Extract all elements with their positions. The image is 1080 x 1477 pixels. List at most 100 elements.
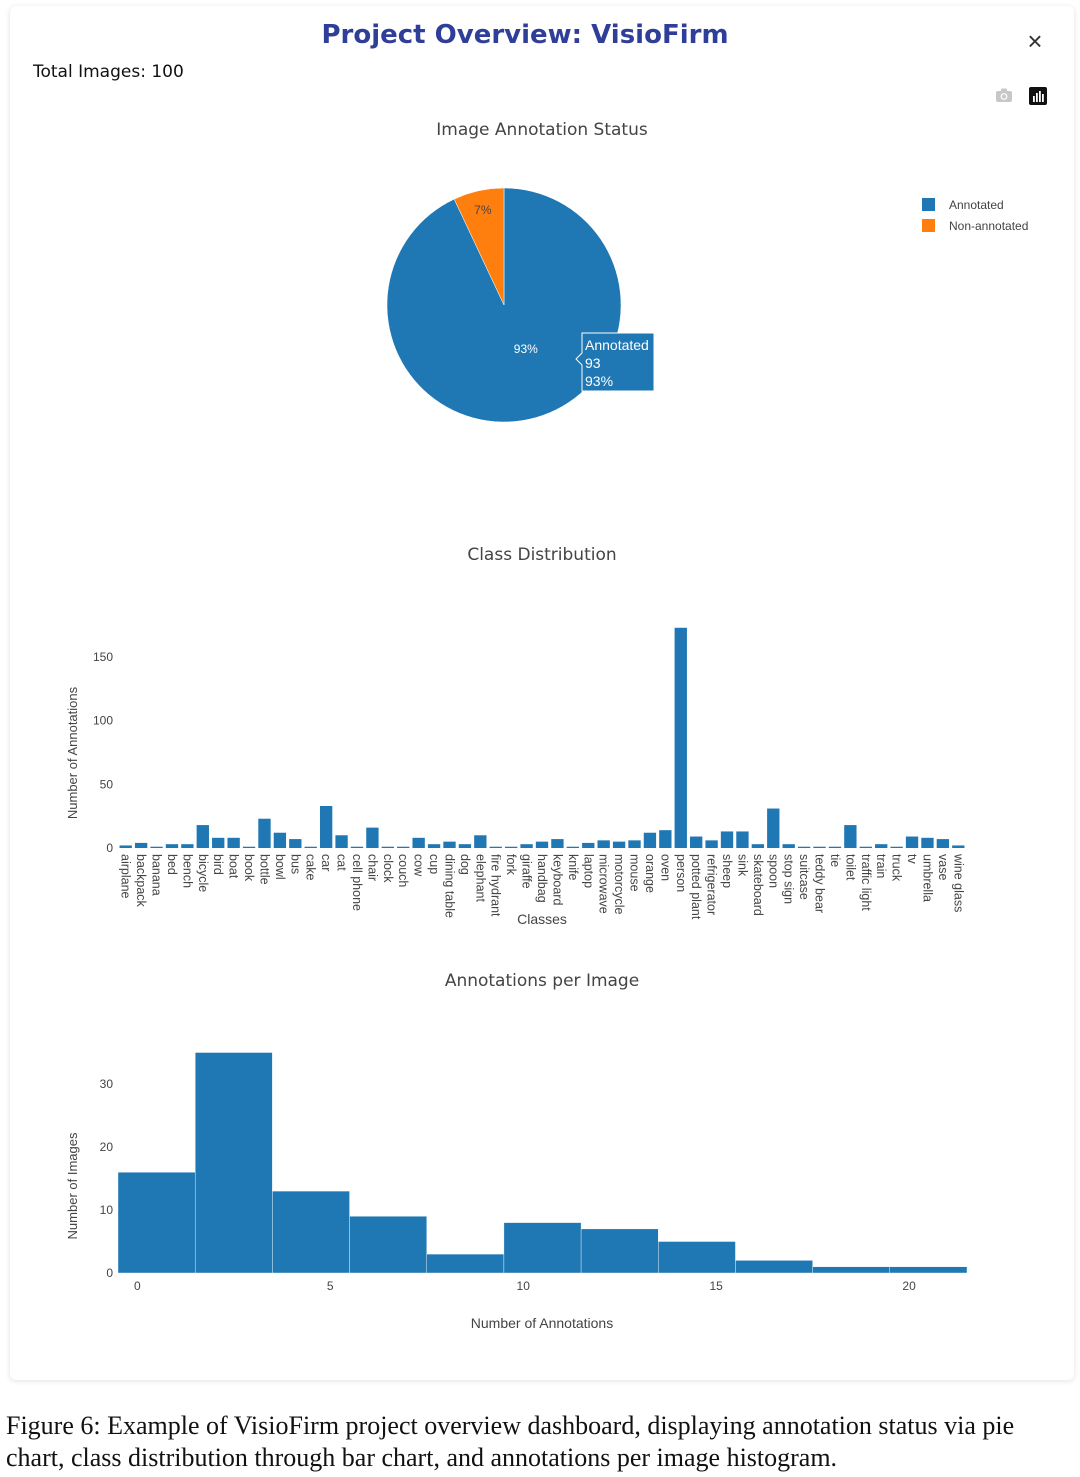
bar-spoon[interactable] <box>767 808 780 848</box>
bar-elephant[interactable] <box>474 835 487 848</box>
bar-boat[interactable] <box>227 837 240 848</box>
x-tick-label: 15 <box>709 1279 723 1293</box>
bar-suitcase[interactable] <box>797 846 811 848</box>
bar-bowl[interactable] <box>273 832 287 848</box>
bar-umbrella[interactable] <box>921 837 934 848</box>
x-tick-label: sink <box>735 854 749 877</box>
x-tick-label: vase <box>936 854 950 880</box>
bar-laptop[interactable] <box>582 842 595 848</box>
x-tick-label: keyboard <box>550 854 564 905</box>
bar-handbag[interactable] <box>535 841 549 848</box>
bar-bottle[interactable] <box>258 818 271 848</box>
bar-banana[interactable] <box>150 846 163 848</box>
legend-item-non-annotated[interactable]: Non-annotated <box>949 219 1028 233</box>
bar-couch[interactable] <box>397 846 410 848</box>
histogram-bin[interactable] <box>658 1241 736 1274</box>
x-tick-label: refrigerator <box>705 854 719 915</box>
bar-book[interactable] <box>242 846 256 848</box>
bar-skateboard[interactable] <box>751 844 765 848</box>
x-axis-title: Number of Annotations <box>471 1315 613 1331</box>
histogram-bin[interactable] <box>812 1266 891 1274</box>
bar-mouse[interactable] <box>628 840 641 848</box>
histogram-bin[interactable] <box>349 1216 427 1274</box>
bar-clock[interactable] <box>381 846 394 848</box>
histogram-bin[interactable] <box>194 1052 273 1274</box>
bar-teddy-bear[interactable] <box>813 846 826 848</box>
x-tick-label: truck <box>890 854 904 882</box>
bar-truck[interactable] <box>890 846 903 848</box>
class-distribution-title: Class Distribution <box>467 545 617 565</box>
bar-chair[interactable] <box>366 827 379 848</box>
x-tick-label: elephant <box>473 854 487 902</box>
pie-label-non-annotated: 7% <box>474 203 492 217</box>
bar-refrigerator[interactable] <box>705 840 718 848</box>
bar-person[interactable] <box>674 627 687 848</box>
bar-cake[interactable] <box>304 846 317 848</box>
bar-oven[interactable] <box>659 830 672 848</box>
x-tick-label: mouse <box>628 854 642 892</box>
bar-cat[interactable] <box>335 835 348 848</box>
bar-motorcycle[interactable] <box>612 841 626 848</box>
bar-car[interactable] <box>319 805 333 848</box>
bar-keyboard[interactable] <box>551 839 564 848</box>
x-tick-label: fork <box>504 854 518 876</box>
bar-cow[interactable] <box>412 837 425 848</box>
page-title: Project Overview: VisioFirm <box>321 20 729 50</box>
bar-fork[interactable] <box>504 846 518 848</box>
bar-bed[interactable] <box>165 844 179 848</box>
bar-bird[interactable] <box>212 837 225 848</box>
bar-train[interactable] <box>875 844 888 848</box>
histogram-bin[interactable] <box>889 1266 968 1274</box>
y-tick-label: 50 <box>100 777 114 791</box>
x-tick-label: bus <box>288 854 302 874</box>
close-button[interactable]: × <box>1027 26 1043 56</box>
legend-item-annotated[interactable]: Annotated <box>949 198 1004 212</box>
x-tick-label: boat <box>227 854 241 879</box>
pie-slice-non-annotated[interactable] <box>453 187 505 306</box>
bar-cell-phone[interactable] <box>350 846 364 848</box>
bar-potted-plant[interactable] <box>690 836 703 848</box>
x-tick-label: orange <box>643 854 657 893</box>
x-tick-label: 10 <box>517 1279 531 1293</box>
legend-swatch-non-annotated[interactable] <box>922 219 935 232</box>
bar-vase[interactable] <box>936 839 950 848</box>
x-tick-label: tv <box>905 854 919 864</box>
bar-orange[interactable] <box>643 832 657 848</box>
bar-microwave[interactable] <box>597 840 610 848</box>
bar-bus[interactable] <box>289 839 302 848</box>
bar-sink[interactable] <box>736 831 749 848</box>
bar-cup[interactable] <box>427 844 441 848</box>
bar-bicycle[interactable] <box>196 825 209 848</box>
legend-swatch-annotated[interactable] <box>922 198 935 211</box>
bar-bench[interactable] <box>181 844 194 848</box>
bar-giraffe[interactable] <box>520 844 533 848</box>
bar-tie[interactable] <box>828 846 842 848</box>
x-tick-label: bicycle <box>196 854 210 892</box>
bar-wine-glass[interactable] <box>952 845 965 848</box>
annotations-per-image-histogram: 0 10 20 30 Number of Images 0 5 10 15 20 Number of… <box>65 1052 968 1331</box>
bar-dining-table[interactable] <box>443 841 456 848</box>
bar-backpack[interactable] <box>134 842 148 848</box>
bar-toilet[interactable] <box>844 825 857 848</box>
x-tick-label: tie <box>828 854 842 867</box>
bar-dog[interactable] <box>458 844 472 848</box>
bar-fire-hydrant[interactable] <box>489 846 502 848</box>
plotly-logo-icon[interactable] <box>1029 87 1047 105</box>
bar-airplane[interactable] <box>119 845 132 848</box>
histogram-bin[interactable] <box>272 1190 350 1274</box>
bar-traffic-light[interactable] <box>859 846 872 848</box>
x-tick-label: cow <box>412 854 426 877</box>
bar-tv[interactable] <box>905 836 919 848</box>
x-axis-title: Classes <box>517 911 567 927</box>
y-axis-title: Number of Images <box>65 1132 80 1239</box>
bar-knife[interactable] <box>566 846 580 848</box>
bar-sheep[interactable] <box>720 831 734 848</box>
x-tick-label: cake <box>304 854 318 880</box>
histogram-bin[interactable] <box>580 1228 659 1274</box>
histogram-bin[interactable] <box>503 1222 582 1274</box>
histogram-bin[interactable] <box>735 1260 813 1274</box>
bar-stop-sign[interactable] <box>782 844 795 848</box>
histogram-bin[interactable] <box>426 1253 505 1274</box>
camera-icon[interactable] <box>995 87 1013 103</box>
histogram-bin[interactable] <box>117 1171 196 1274</box>
